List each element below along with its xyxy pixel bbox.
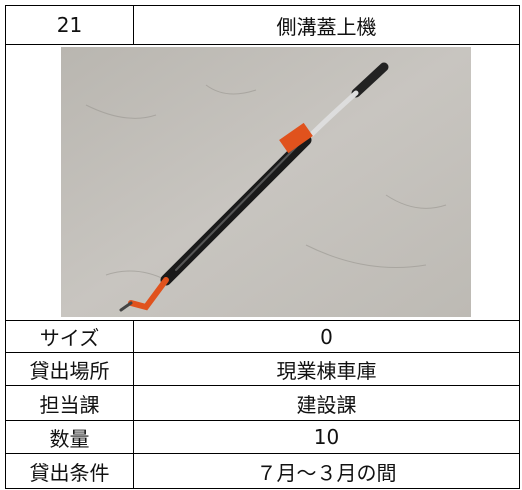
tool-drawing	[119, 62, 389, 312]
row-label: 担当課	[5, 385, 134, 421]
row-value: 現業棟車庫	[133, 352, 520, 386]
row-value: 0	[133, 320, 520, 353]
row-label: 貸出条件	[5, 453, 134, 489]
item-number: 21	[5, 5, 134, 45]
row-value: 建設課	[133, 385, 520, 421]
item-name: 側溝蓋上機	[133, 5, 520, 45]
row-value: 10	[133, 420, 520, 454]
photo-texture	[85, 84, 447, 281]
row-label: 数量	[5, 420, 134, 454]
row-label: サイズ	[5, 320, 134, 353]
equipment-photo	[61, 47, 471, 317]
row-value: ７月～３月の間	[133, 453, 520, 489]
row-label: 貸出場所	[5, 352, 134, 386]
photo-cell	[5, 44, 520, 321]
